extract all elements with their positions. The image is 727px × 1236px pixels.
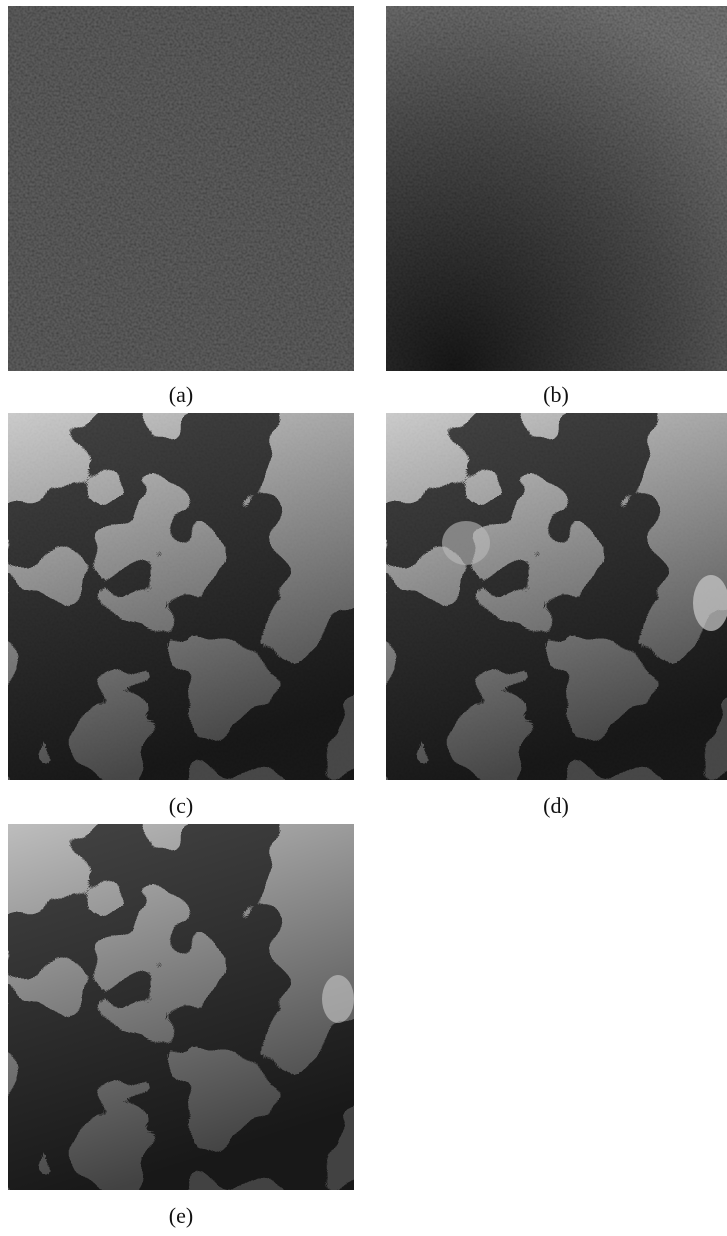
- image-d: [386, 413, 727, 780]
- caption: (e): [121, 1203, 241, 1229]
- caption: (b): [496, 382, 616, 408]
- image-e: [8, 824, 354, 1190]
- caption: (d): [496, 793, 616, 819]
- image-b: [386, 6, 727, 371]
- image-c: [8, 413, 354, 780]
- figure: (a) (b) (c) (d) (e): [0, 0, 727, 1236]
- image-a: [8, 6, 354, 371]
- caption: (c): [121, 793, 241, 819]
- caption: (a): [121, 382, 241, 408]
